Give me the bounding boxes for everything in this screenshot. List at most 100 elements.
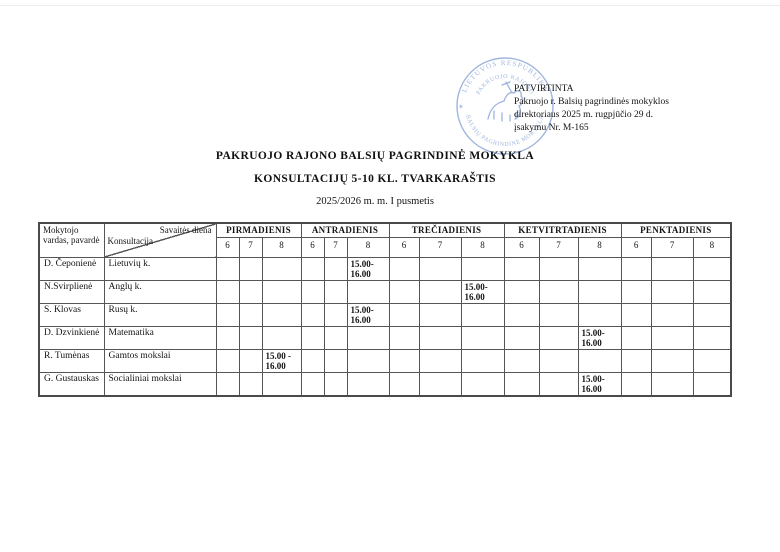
- slot-cell: 15.00- 16.00: [577, 326, 622, 350]
- document-title: KONSULTACIJŲ 5-10 KL. TVARKARAŠTIS: [254, 173, 496, 185]
- slot-cell: [503, 303, 540, 327]
- slot-cell: [503, 326, 540, 350]
- slot-cell: [503, 257, 540, 281]
- slot-cell: [538, 280, 579, 304]
- slot-cell: [388, 280, 420, 304]
- slot-cell: [300, 372, 325, 397]
- table-row: G. Gustauskas Socialiniai mokslai 15.00-…: [38, 372, 732, 397]
- slot-cell: [300, 280, 325, 304]
- subject-cell: Matematika: [103, 326, 217, 350]
- slot-cell: [460, 349, 505, 373]
- slot-cell: [261, 303, 302, 327]
- slot-cell: [323, 372, 348, 397]
- teacher-cell: G. Gustauskas: [38, 372, 105, 397]
- slot-cell: [503, 372, 540, 397]
- slot-cell: [300, 257, 325, 281]
- slot-cell: [650, 372, 694, 397]
- slot-cell: 15.00- 16.00: [460, 280, 505, 304]
- slot-cell: [238, 372, 263, 397]
- slot-cell: [418, 280, 462, 304]
- slot-cell: [238, 349, 263, 373]
- corner-weekday-label: Savaitės diena: [159, 225, 212, 235]
- approval-block: PATVIRTINTA Pakruojo r. Balsių pagrindin…: [514, 83, 669, 135]
- school-year-subtitle: 2025/2026 m. m. I pusmetis: [316, 196, 434, 207]
- period-header: 8: [460, 237, 505, 258]
- slot-cell: [238, 257, 263, 281]
- slot-cell: [692, 303, 732, 327]
- subject-cell: Rusų k.: [103, 303, 217, 327]
- slot-cell: [650, 257, 694, 281]
- approval-line: direktoriaus 2025 m. rugpjūčio 29 d.: [514, 110, 654, 120]
- slot-cell: [323, 349, 348, 373]
- slot-cell: [503, 349, 540, 373]
- slot-cell: [577, 349, 622, 373]
- teacher-cell: S. Klovas: [38, 303, 105, 327]
- table-row: N.Svirplienė Anglų k. 15.00- 16.00: [38, 280, 732, 304]
- stamp-outer-ring: [456, 57, 554, 155]
- corner-header-cell: Savaitės diena Konsultacija: [103, 222, 217, 258]
- approval-title: PATVIRTINTA: [514, 84, 574, 94]
- slot-cell: [261, 257, 302, 281]
- slot-cell: 15.00- 16.00: [346, 257, 390, 281]
- slot-cell: [388, 372, 420, 397]
- teacher-cell: D. Čeponienė: [38, 257, 105, 281]
- period-header: 8: [692, 237, 732, 258]
- table-row: S. Klovas Rusų k. 15.00- 16.00: [38, 303, 732, 327]
- slot-cell: [238, 280, 263, 304]
- subject-cell: Socialiniai mokslai: [103, 372, 217, 397]
- period-header: 7: [538, 237, 579, 258]
- period-header: 6: [620, 237, 652, 258]
- teacher-cell: N.Svirplienė: [38, 280, 105, 304]
- slot-cell: [388, 303, 420, 327]
- slot-cell: [577, 257, 622, 281]
- slot-cell: [418, 303, 462, 327]
- day-header-thursday: KETVITRTADIENIS: [503, 222, 622, 238]
- slot-cell: [538, 349, 579, 373]
- slot-cell: [418, 349, 462, 373]
- slot-cell: [300, 349, 325, 373]
- slot-cell: [538, 372, 579, 397]
- slot-cell: [692, 257, 732, 281]
- approval-line: Pakruojo r. Balsių pagrindinės mokyklos: [514, 97, 669, 107]
- slot-cell: [620, 372, 652, 397]
- slot-cell: [388, 349, 420, 373]
- slot-cell: [261, 326, 302, 350]
- slot-cell: [323, 280, 348, 304]
- stamp-star: ✶: [458, 103, 464, 111]
- scan-artifact-line: [0, 5, 780, 6]
- day-header-friday: PENKTADIENIS: [620, 222, 732, 238]
- period-header: 8: [346, 237, 390, 258]
- period-header: 7: [323, 237, 348, 258]
- slot-cell: [460, 303, 505, 327]
- slot-cell: [215, 257, 240, 281]
- period-header: 6: [300, 237, 325, 258]
- slot-cell: [418, 257, 462, 281]
- corner-consultation-label: Konsultacija: [107, 236, 154, 246]
- vytis-knight-icon: [487, 81, 524, 122]
- slot-cell: 15.00 - 16.00: [261, 349, 302, 373]
- subject-cell: Lietuvių k.: [103, 257, 217, 281]
- teacher-cell: R. Tumėnas: [38, 349, 105, 373]
- table-row: R. Tumėnas Gamtos mokslai 15.00 - 16.00: [38, 349, 732, 373]
- teacher-column-header: Mokytojo vardas, pavardė: [38, 222, 105, 258]
- slot-cell: [692, 349, 732, 373]
- slot-cell: [388, 257, 420, 281]
- slot-cell: [388, 326, 420, 350]
- teacher-cell: D. Dzvinkienė: [38, 326, 105, 350]
- period-header: 6: [215, 237, 240, 258]
- day-header-monday: PIRMADIENIS: [215, 222, 302, 238]
- slot-cell: [346, 326, 390, 350]
- slot-cell: [692, 372, 732, 397]
- period-header: 6: [503, 237, 540, 258]
- slot-cell: [620, 326, 652, 350]
- slot-cell: [238, 303, 263, 327]
- slot-cell: [620, 349, 652, 373]
- subject-cell: Gamtos mokslai: [103, 349, 217, 373]
- slot-cell: [215, 326, 240, 350]
- period-header: 6: [388, 237, 420, 258]
- slot-cell: [620, 303, 652, 327]
- slot-cell: [323, 257, 348, 281]
- slot-cell: [692, 280, 732, 304]
- slot-cell: [215, 372, 240, 397]
